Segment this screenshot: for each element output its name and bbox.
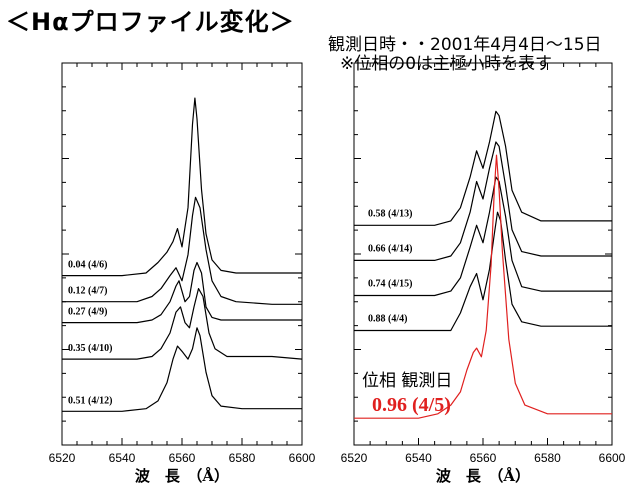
series-line-3	[62, 288, 303, 360]
x-axis-label: 波 長 （Å）	[436, 467, 530, 485]
x-tick-label: 6580	[229, 451, 256, 465]
series-line-2	[62, 261, 302, 324]
series-label-1: 0.66 (4/14)	[368, 243, 412, 254]
phase-note: ※位相の0は主極小時を表す	[340, 54, 553, 74]
x-tick-label: 6520	[49, 451, 76, 465]
x-tick-label: 6600	[599, 451, 626, 465]
series-line-4	[62, 327, 302, 412]
page-title: ＜Hαプロファイル変化＞	[6, 8, 295, 36]
series-line-1	[62, 196, 302, 305]
observation-period: 観測日時・・2001年4月4日〜15日	[328, 35, 602, 55]
left-chart-panel: 6520 6540 6560 6580 6600 波 長 （Å） 0.04 (4/6) 0.1…	[49, 62, 316, 485]
series-label-0: 0.58 (4/13)	[368, 208, 412, 219]
series-line-2	[354, 176, 612, 297]
series-label-4: 0.51 (4/12)	[68, 395, 112, 406]
series-label-2: 0.27 (4/9)	[68, 307, 107, 318]
series-line-0	[354, 110, 612, 226]
series-label-3: 0.35 (4/10)	[68, 343, 112, 354]
legend-value: 0.96 (4/5)	[372, 394, 451, 416]
series-line-1	[354, 141, 612, 261]
x-tick-label: 6560	[470, 451, 497, 465]
series-label-1: 0.12 (4/7)	[68, 286, 107, 297]
x-tick-label: 6520	[341, 451, 368, 465]
series-line-4	[354, 154, 612, 419]
x-tick-label: 6560	[169, 451, 196, 465]
right-chart-panel: 6520 6540 6560 6580 6600 波 長 （Å） 0.58 (4/13) 0.…	[341, 62, 626, 485]
x-axis-label: 波 長 （Å）	[135, 467, 229, 485]
series-line-0	[62, 97, 302, 277]
series-label-3: 0.88 (4/4)	[368, 314, 407, 325]
x-tick-label: 6540	[405, 451, 432, 465]
x-tick-label: 6540	[109, 451, 136, 465]
legend-title: 位相 観測日	[362, 371, 452, 391]
series-label-2: 0.74 (4/15)	[368, 278, 412, 289]
series-label-0: 0.04 (4/6)	[68, 260, 107, 271]
x-tick-label: 6580	[534, 451, 561, 465]
plot-frame	[61, 62, 303, 446]
x-tick-label: 6600	[289, 451, 316, 465]
